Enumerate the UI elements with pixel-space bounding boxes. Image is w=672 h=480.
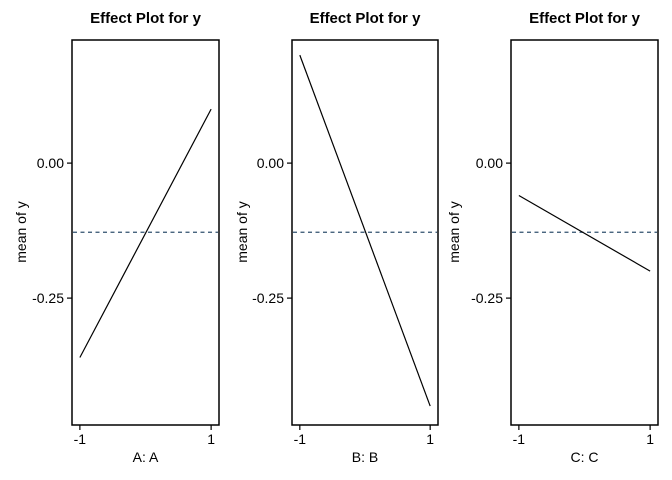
y-tick-label: -0.25 <box>252 290 284 306</box>
x-axis-label: A: A <box>133 449 159 465</box>
plot-area: 0.00 -0.25 -1 1 <box>32 39 220 447</box>
panel-title: Effect Plot for y <box>90 10 202 27</box>
effect-line <box>518 194 651 272</box>
y-tick-label: 0.00 <box>476 155 503 171</box>
x-tick-label: 1 <box>426 431 434 447</box>
x-tick-label: 1 <box>646 431 654 447</box>
y-tick-label: -0.25 <box>32 290 64 306</box>
effect-panel-a: Effect Plot for y mean of y A: A 0.00 -0.… <box>13 10 220 465</box>
effect-panel-c: Effect Plot for y mean of y C: C 0.00 -0.… <box>446 10 659 465</box>
x-tick-label: -1 <box>294 431 307 447</box>
panel-title: Effect Plot for y <box>529 10 641 27</box>
effect-line <box>299 54 431 407</box>
x-axis-label: B: B <box>352 449 378 465</box>
plot-area: 0.00 -0.25 -1 1 <box>471 39 659 447</box>
effect-line <box>79 108 212 358</box>
x-tick-label: -1 <box>513 431 526 447</box>
panel-border <box>291 39 439 426</box>
y-tick-label: 0.00 <box>257 155 284 171</box>
x-tick-label: -1 <box>74 431 87 447</box>
panel-title: Effect Plot for y <box>310 10 422 27</box>
y-axis-label: mean of y <box>13 201 29 262</box>
plot-area: 0.00 -0.25 -1 1 <box>252 39 439 447</box>
y-tick-label: -0.25 <box>471 290 503 306</box>
y-axis-label: mean of y <box>446 201 462 262</box>
x-tick-label: 1 <box>207 431 215 447</box>
effect-panel-b: Effect Plot for y mean of y B: B 0.00 -0.… <box>234 10 439 465</box>
panel-border <box>510 39 659 426</box>
y-axis-label: mean of y <box>234 201 250 262</box>
panel-border <box>71 39 220 426</box>
y-tick-label: 0.00 <box>37 155 64 171</box>
x-axis-label: C: C <box>571 449 599 465</box>
